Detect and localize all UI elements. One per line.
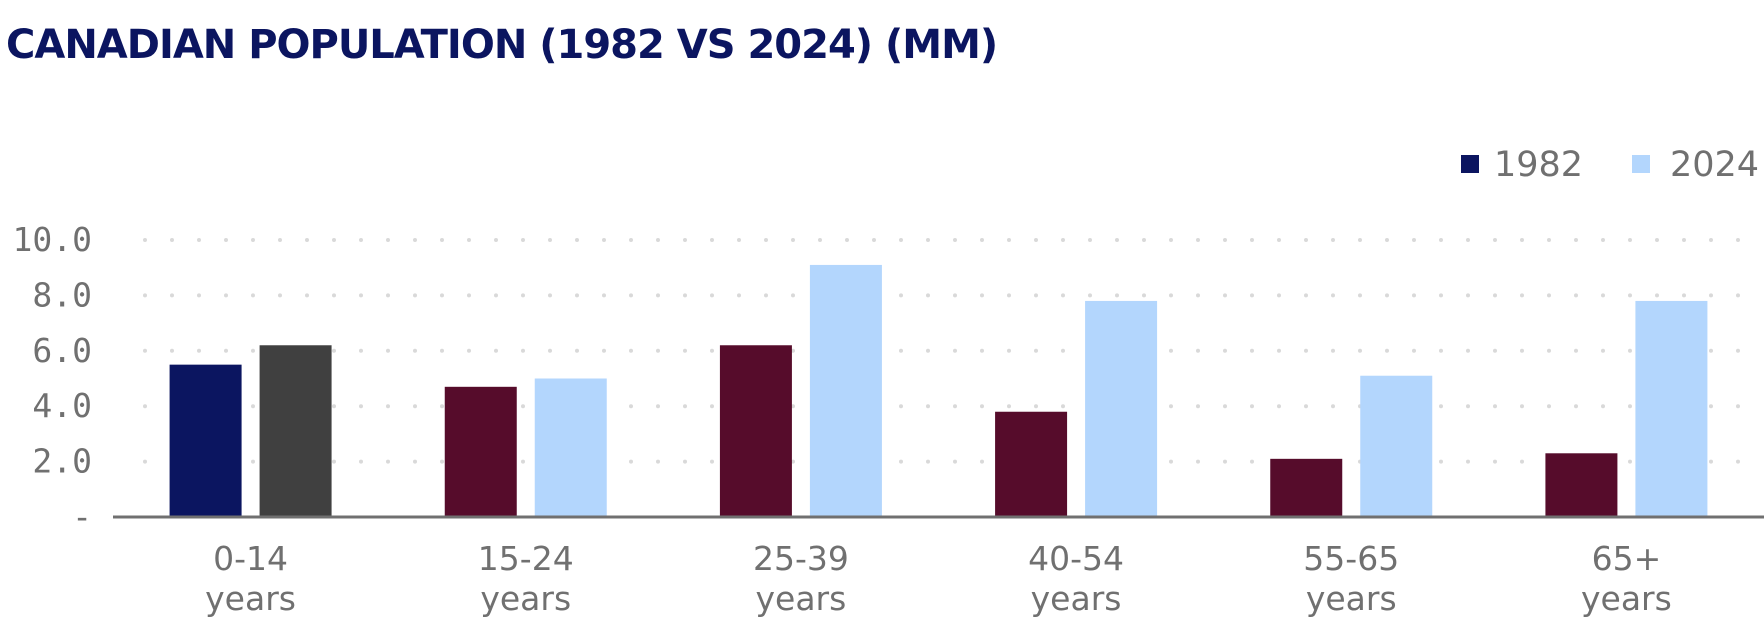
y-tick-label: 2.0 bbox=[32, 442, 92, 481]
legend-label-2024: 2024 bbox=[1670, 145, 1759, 185]
chart-title: CANADIAN POPULATION (1982 VS 2024) (MM) bbox=[6, 22, 998, 68]
legend-swatch-1982 bbox=[1461, 155, 1479, 173]
bar-1982-0 bbox=[169, 364, 242, 517]
x-tick-line: years bbox=[1031, 579, 1122, 618]
x-tick-line: years bbox=[756, 579, 847, 618]
x-tick-line: 40-54 bbox=[1028, 539, 1124, 578]
x-tick-line: 55-65 bbox=[1303, 539, 1399, 578]
y-tick-label: 4.0 bbox=[32, 386, 92, 425]
grid-lines bbox=[143, 238, 1764, 464]
bar-2024-3 bbox=[1085, 300, 1158, 517]
x-tick-label: 55-65 years bbox=[1303, 539, 1399, 618]
x-tick-label: 25-39 years bbox=[753, 539, 849, 618]
legend-label-1982: 1982 bbox=[1494, 145, 1583, 185]
x-tick-label: 15-24 years bbox=[478, 539, 574, 618]
bar-1982-5 bbox=[1545, 453, 1618, 517]
bar-2024-5 bbox=[1635, 300, 1708, 517]
legend: 1982 2024 bbox=[1461, 145, 1759, 185]
bar-1982-2 bbox=[719, 345, 792, 517]
x-tick-label: 40-54 years bbox=[1028, 539, 1124, 618]
bar-2024-4 bbox=[1360, 375, 1433, 517]
y-tick-label: 6.0 bbox=[32, 331, 92, 370]
x-tick-line: years bbox=[1581, 579, 1672, 618]
bar-1982-4 bbox=[1270, 458, 1343, 517]
y-tick-label: 10.0 bbox=[13, 220, 92, 259]
x-tick-line: years bbox=[1306, 579, 1397, 618]
x-tick-line: years bbox=[205, 579, 296, 618]
y-tick-label: - bbox=[72, 497, 92, 536]
x-tick-line: 25-39 bbox=[753, 539, 849, 578]
y-tick-label: 8.0 bbox=[32, 275, 92, 314]
x-tick-line: 65+ bbox=[1592, 539, 1662, 578]
bar-2024-0 bbox=[259, 345, 332, 517]
bar-1982-1 bbox=[444, 386, 517, 517]
bar-2024-2 bbox=[809, 264, 882, 517]
bar-1982-3 bbox=[995, 411, 1068, 517]
x-tick-line: years bbox=[480, 579, 571, 618]
legend-swatch-2024 bbox=[1632, 155, 1650, 173]
x-tick-line: 15-24 bbox=[478, 539, 574, 578]
x-tick-line: 0-14 bbox=[213, 539, 288, 578]
x-tick-label: 0-14 years bbox=[205, 539, 296, 618]
bars bbox=[169, 264, 1708, 517]
x-tick-label: 65+ years bbox=[1581, 539, 1672, 618]
bar-2024-1 bbox=[534, 378, 607, 517]
